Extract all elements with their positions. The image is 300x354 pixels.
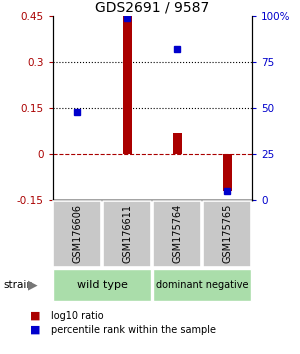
Text: GSM175765: GSM175765 — [222, 204, 232, 263]
Text: ■: ■ — [30, 311, 40, 321]
Bar — [153, 269, 251, 301]
Text: strain: strain — [3, 280, 33, 290]
Bar — [53, 201, 101, 267]
Bar — [123, 16, 132, 154]
Text: ▶: ▶ — [28, 279, 38, 291]
Text: log10 ratio: log10 ratio — [51, 311, 104, 321]
Text: GSM176606: GSM176606 — [72, 204, 82, 263]
Text: ■: ■ — [30, 325, 40, 335]
Bar — [203, 201, 251, 267]
Text: dominant negative: dominant negative — [156, 280, 248, 290]
Bar — [223, 154, 232, 191]
Bar — [53, 269, 151, 301]
Text: GSM175764: GSM175764 — [172, 204, 182, 263]
Text: percentile rank within the sample: percentile rank within the sample — [51, 325, 216, 335]
Text: GSM176611: GSM176611 — [122, 204, 132, 263]
Title: GDS2691 / 9587: GDS2691 / 9587 — [95, 1, 209, 15]
Bar — [103, 201, 151, 267]
Text: wild type: wild type — [77, 280, 128, 290]
Bar — [173, 132, 182, 154]
Bar — [153, 201, 201, 267]
